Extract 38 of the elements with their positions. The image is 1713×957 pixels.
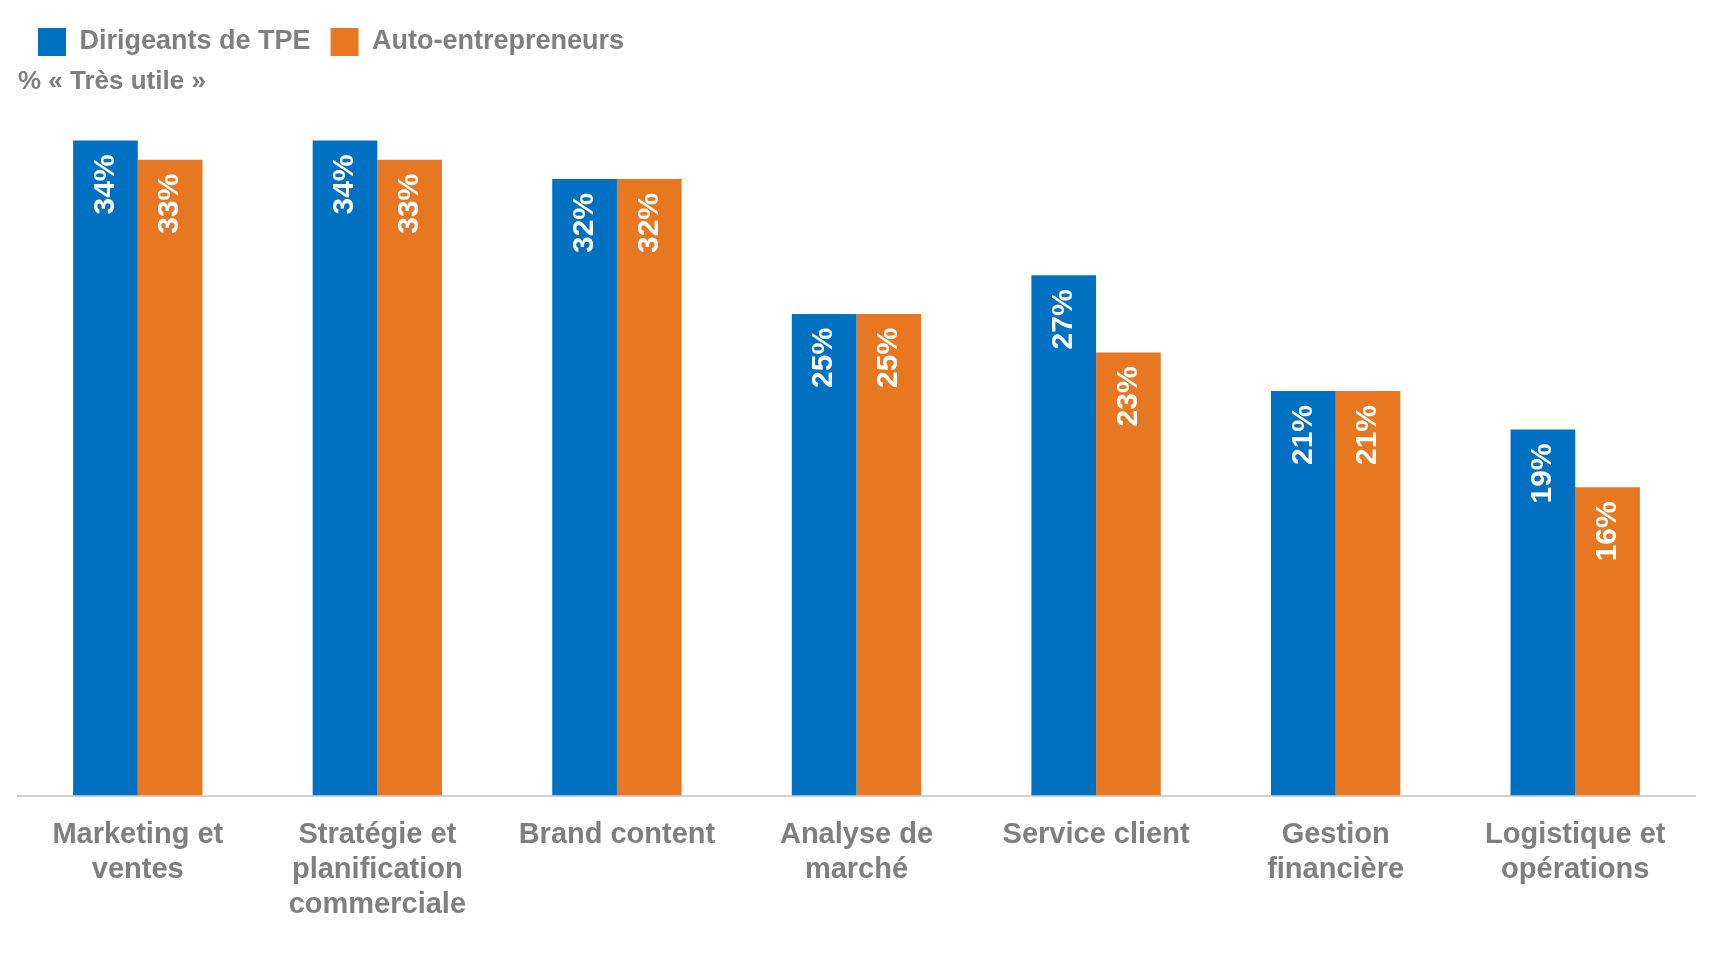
data-label: 32%	[565, 193, 599, 254]
x-tick-label: Analyse de marché	[779, 817, 934, 884]
x-tick-label: Gestion financière	[1267, 817, 1405, 884]
bar	[312, 140, 378, 796]
bar	[1335, 390, 1401, 796]
x-tick-label: Logistique et opérations	[1484, 817, 1666, 884]
data-label: 19%	[1524, 443, 1558, 504]
data-label: 33%	[390, 173, 424, 234]
legend-label: Dirigeants de TPE	[79, 25, 311, 56]
bar	[73, 140, 138, 796]
x-tick-label: Service client	[1002, 817, 1190, 849]
data-label: 34%	[326, 154, 360, 215]
data-label: 25%	[805, 327, 839, 388]
bar	[1270, 390, 1336, 796]
data-label: 25%	[870, 327, 904, 388]
data-label: 27%	[1044, 289, 1078, 350]
data-label: 32%	[630, 193, 664, 254]
chart-subtitle: % « Très utile »	[18, 64, 206, 95]
data-label: 34%	[86, 154, 120, 215]
bar	[791, 313, 857, 796]
bar	[1575, 487, 1640, 796]
bar	[137, 159, 203, 796]
bar	[1031, 275, 1097, 796]
bar	[856, 313, 922, 796]
bar	[552, 179, 617, 796]
bar	[377, 159, 443, 796]
x-tick-label: Stratégie et planification commerciale	[288, 817, 467, 919]
bar	[1096, 352, 1161, 796]
bar	[616, 179, 682, 796]
x-tick-label: Brand content	[518, 817, 716, 849]
data-label: 23%	[1109, 366, 1143, 427]
data-label: 21%	[1284, 404, 1318, 466]
legend-label: Auto-entrepreneurs	[372, 25, 625, 56]
data-label: 16%	[1588, 501, 1622, 562]
bar	[1510, 429, 1576, 796]
data-label: 33%	[151, 173, 185, 234]
x-tick-label: Marketing et ventes	[52, 817, 224, 884]
data-label: 21%	[1349, 404, 1383, 466]
